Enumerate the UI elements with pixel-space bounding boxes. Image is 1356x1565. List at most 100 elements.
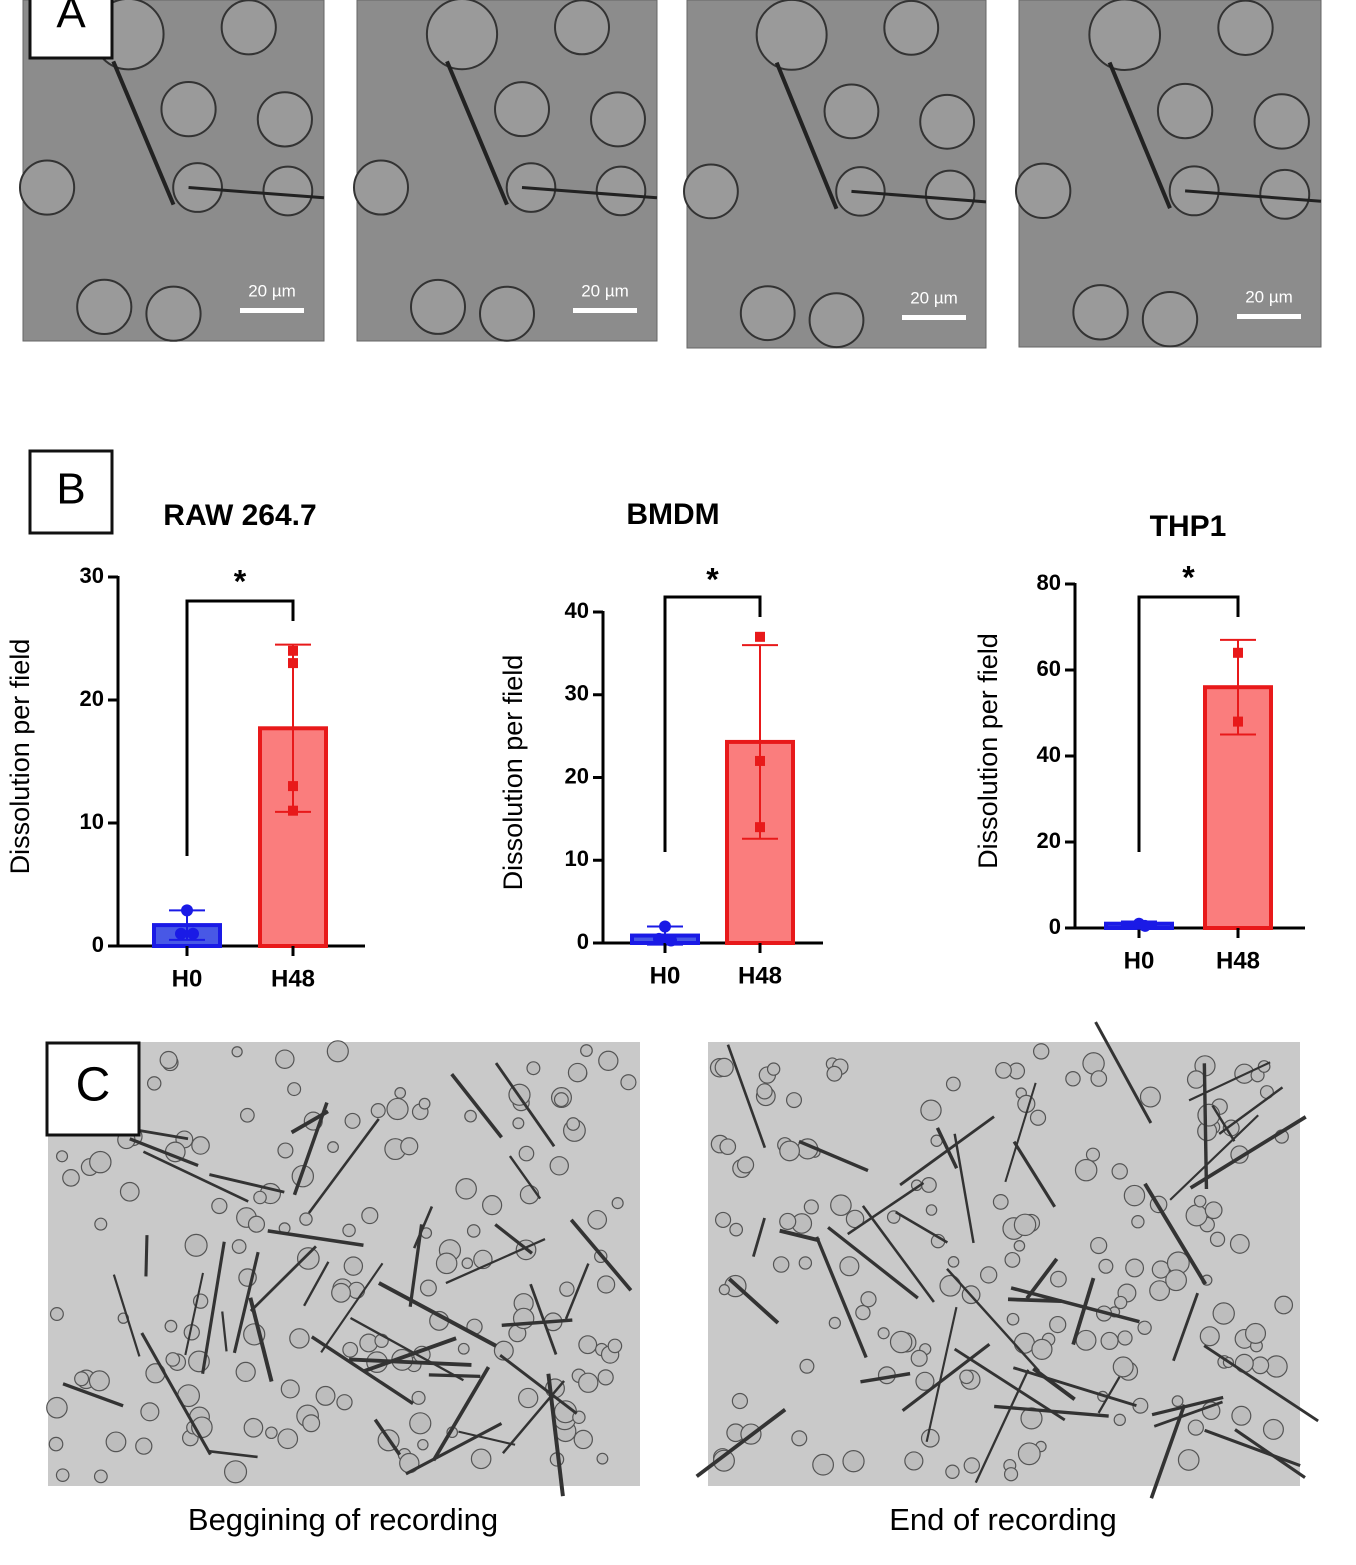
crystal: [815, 1236, 868, 1359]
crystal: [499, 1354, 578, 1415]
cell: [1013, 1332, 1035, 1354]
cell: [1131, 1215, 1145, 1229]
cell: [62, 1169, 80, 1187]
error-bar: [742, 644, 778, 840]
significance-label: *: [234, 563, 247, 599]
crystal: [779, 1228, 820, 1243]
crystal: [232, 1251, 260, 1354]
crystal: [310, 1335, 414, 1405]
cell: [590, 91, 646, 148]
crystal: [827, 1226, 919, 1300]
crystal: [307, 1118, 380, 1214]
y-tick-label: 60: [1037, 656, 1061, 681]
cell: [1125, 1258, 1145, 1278]
y-tick-label: 10: [80, 809, 104, 834]
crystal: [221, 1311, 228, 1352]
cell: [855, 1304, 871, 1321]
chart-title: RAW 264.7: [163, 499, 316, 532]
cell: [425, 0, 499, 71]
cell: [731, 1392, 749, 1410]
cell: [596, 1452, 609, 1465]
crystal: [860, 1371, 911, 1384]
cell: [826, 1065, 843, 1082]
crystal: [450, 1073, 503, 1139]
panel-label-box: [28, 449, 114, 535]
cell: [394, 1087, 407, 1099]
cell: [243, 1417, 264, 1438]
x-tick-label: H48: [738, 962, 782, 989]
crystal: [774, 61, 839, 210]
crystal: [412, 1206, 434, 1249]
cell: [302, 1414, 321, 1433]
cell: [828, 1316, 841, 1330]
cell: [326, 1040, 349, 1063]
cell: [979, 1266, 998, 1284]
cell: [457, 1342, 470, 1355]
cell: [1050, 1270, 1067, 1288]
cell: [18, 159, 76, 216]
crystal: [569, 1218, 633, 1292]
cell: [739, 285, 796, 342]
cell: [567, 1062, 588, 1083]
cell: [1244, 1322, 1267, 1344]
crystal: [303, 1261, 330, 1307]
y-tick-label: 30: [565, 681, 589, 706]
cell: [299, 1212, 313, 1226]
crystal: [349, 1317, 464, 1382]
crystal: [501, 1318, 573, 1328]
crystal: [432, 1366, 491, 1462]
cell: [945, 1464, 960, 1479]
cell: [146, 1076, 162, 1091]
cell: [1100, 1331, 1119, 1350]
cell: [160, 81, 217, 138]
crystal: [1188, 1061, 1271, 1102]
cell: [963, 1457, 981, 1474]
crystal: [1189, 1115, 1307, 1190]
crystal: [62, 1382, 124, 1408]
cell: [479, 285, 535, 342]
scale-bar: [240, 308, 304, 313]
cell: [883, 0, 940, 56]
cell: [889, 1330, 913, 1354]
crystal: [798, 1139, 869, 1173]
cell: [798, 1256, 813, 1270]
crystal: [508, 1155, 542, 1200]
crystal: [847, 1181, 925, 1236]
crystal: [373, 1418, 402, 1456]
crystal: [925, 1306, 958, 1443]
cell: [842, 1450, 865, 1473]
cell: [461, 1257, 474, 1270]
scale-bar: [1237, 314, 1301, 319]
significance-bracket: [1137, 595, 1240, 852]
photo-panels: 20 µm 20 µm 20 µm 20 µm: [18, 0, 1322, 1499]
crystal: [851, 189, 987, 204]
cell: [342, 1341, 359, 1358]
panel-label: A: [56, 0, 86, 38]
cell: [553, 1092, 569, 1108]
cell: [165, 1352, 181, 1367]
cell: [512, 1117, 525, 1130]
crystal: [935, 1127, 959, 1170]
cell: [435, 1252, 458, 1275]
cell: [719, 1138, 737, 1156]
y-tick-label: 40: [565, 598, 589, 623]
cell: [1074, 1158, 1098, 1182]
y-tick-label: 10: [565, 846, 589, 871]
cell: [410, 278, 466, 335]
cell: [598, 1050, 619, 1071]
cell: [877, 1327, 890, 1340]
cell: [1209, 1231, 1226, 1247]
y-tick-label: 30: [80, 563, 104, 588]
cell: [1013, 1213, 1037, 1237]
cell: [596, 1275, 616, 1294]
cell: [904, 1451, 924, 1471]
crystal: [1151, 1395, 1224, 1417]
cell: [1003, 1467, 1019, 1482]
cell: [455, 1178, 477, 1200]
cell: [1111, 1163, 1128, 1180]
cell: [1098, 1258, 1114, 1274]
cell: [247, 1215, 266, 1233]
cell: [55, 1468, 70, 1482]
crystal: [1172, 1292, 1199, 1362]
cell: [736, 1156, 755, 1174]
